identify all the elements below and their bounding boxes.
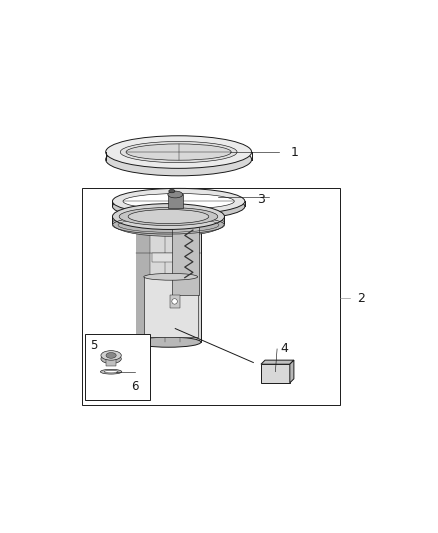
Text: 1: 1	[291, 146, 299, 158]
Bar	[152, 253, 175, 262]
Ellipse shape	[113, 188, 245, 214]
Bar	[106, 356, 116, 366]
Ellipse shape	[119, 207, 218, 225]
Bar	[144, 277, 198, 337]
Ellipse shape	[101, 351, 121, 360]
Bar	[85, 334, 150, 400]
Ellipse shape	[128, 209, 209, 224]
Bar	[82, 188, 340, 405]
Circle shape	[172, 298, 177, 304]
Bar	[168, 195, 183, 208]
Bar	[136, 223, 201, 342]
Bar	[261, 364, 290, 383]
Text: 6: 6	[131, 380, 138, 393]
Ellipse shape	[168, 191, 183, 198]
Bar	[172, 227, 199, 295]
Ellipse shape	[106, 352, 116, 358]
Text: 4: 4	[280, 342, 288, 356]
Polygon shape	[261, 360, 294, 364]
Ellipse shape	[113, 193, 245, 219]
Ellipse shape	[101, 354, 121, 364]
Ellipse shape	[144, 273, 198, 280]
Text: 3: 3	[257, 193, 265, 206]
Ellipse shape	[120, 141, 237, 163]
Ellipse shape	[100, 369, 122, 374]
Text: 2: 2	[357, 292, 365, 304]
Ellipse shape	[106, 143, 251, 176]
Ellipse shape	[169, 189, 175, 193]
Bar	[136, 223, 150, 342]
Ellipse shape	[123, 193, 234, 209]
Ellipse shape	[106, 136, 251, 168]
Polygon shape	[290, 360, 294, 383]
Text: 5: 5	[90, 339, 98, 352]
Bar	[170, 295, 180, 308]
Ellipse shape	[104, 370, 118, 373]
Ellipse shape	[113, 211, 225, 236]
Ellipse shape	[126, 144, 231, 160]
Ellipse shape	[113, 204, 225, 229]
Ellipse shape	[136, 337, 201, 347]
